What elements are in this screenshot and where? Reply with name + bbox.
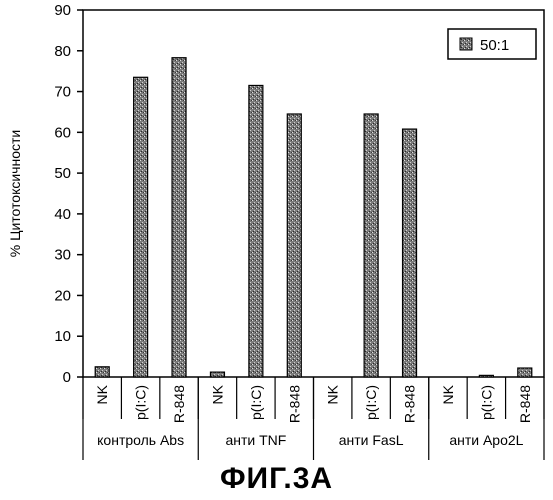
category-tick-label: p(I:C)	[248, 385, 264, 420]
group-label: контроль Abs	[97, 432, 184, 448]
y-tick-label: 10	[54, 328, 71, 345]
bar	[249, 85, 263, 377]
figure-label: ФИГ.3А	[0, 462, 553, 496]
y-tick-label: 40	[54, 206, 71, 223]
category-tick-label: R-848	[286, 385, 302, 423]
category-tick-label: NK	[209, 384, 225, 404]
category-tick-label: NK	[440, 384, 456, 404]
y-tick-label: 20	[54, 287, 71, 304]
y-tick-label: 70	[54, 84, 71, 101]
bar	[172, 58, 186, 377]
plot-frame	[83, 10, 544, 377]
bar	[518, 368, 532, 377]
category-tick-label: NK	[325, 384, 341, 404]
bar-chart: 0 10 20 30 40 50 60 70 80 90 % Цитотоксичности NK p(…	[0, 0, 553, 462]
y-tick-label: 90	[54, 2, 71, 19]
bar	[95, 367, 109, 377]
bar	[287, 114, 301, 377]
category-tick-label: R-848	[402, 385, 418, 423]
legend-label: 50:1	[480, 37, 509, 54]
y-tick-label: 0	[63, 369, 71, 386]
y-tick-label: 60	[54, 124, 71, 141]
y-axis-label: % Цитотоксичности	[7, 130, 23, 257]
group-label: анти TNF	[225, 432, 286, 448]
legend-swatch	[460, 38, 472, 50]
bar	[479, 375, 493, 377]
category-tick-label: p(I:C)	[133, 385, 149, 420]
category-tick-label: NK	[94, 384, 110, 404]
y-tick-label: 80	[54, 43, 71, 60]
category-tick-label: R-848	[517, 385, 533, 423]
category-tick-label: p(I:C)	[363, 385, 379, 420]
y-tick-label: 30	[54, 247, 71, 264]
bar	[364, 114, 378, 377]
bar	[210, 372, 224, 377]
bar	[134, 77, 148, 377]
category-tick-label: R-848	[171, 385, 187, 423]
group-label: анти FasL	[339, 432, 404, 448]
category-tick-label: p(I:C)	[478, 385, 494, 420]
bar	[403, 129, 417, 377]
y-tick-label: 50	[54, 165, 71, 182]
group-label: анти Apo2L	[449, 432, 523, 448]
